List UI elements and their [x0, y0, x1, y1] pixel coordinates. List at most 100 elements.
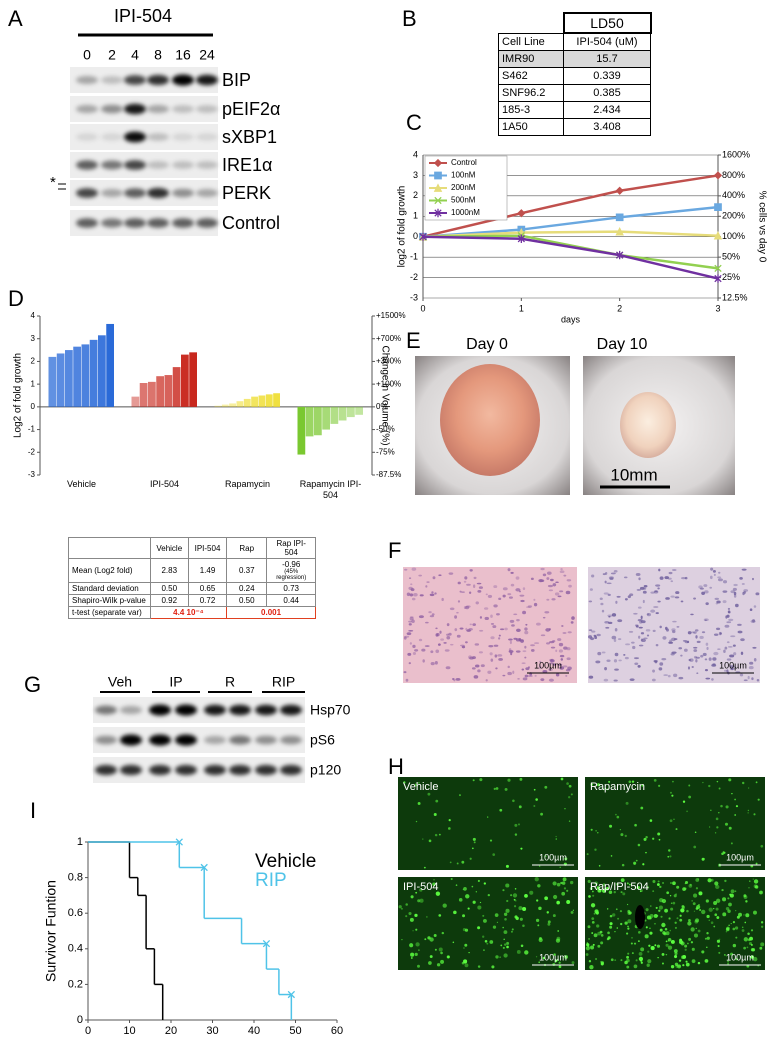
- fluorescent-cell: [753, 879, 759, 884]
- fluorescent-cell: [638, 951, 643, 956]
- bar: [56, 353, 65, 407]
- fluorescent-cell: [687, 921, 692, 926]
- fluorescent-cell: [464, 963, 469, 968]
- fluorescent-cell: [442, 903, 447, 908]
- fluorescent-cell: [718, 787, 721, 790]
- nucleus: [728, 618, 734, 622]
- y-tick-label: 1: [31, 379, 36, 388]
- fluorescent-cell: [557, 930, 560, 932]
- nucleus: [646, 613, 651, 617]
- table-cell: 0.50: [149, 582, 189, 595]
- blot-band: [172, 161, 194, 169]
- column-header: Rap IPI-504: [266, 537, 316, 559]
- nucleus: [571, 616, 575, 620]
- fluorescent-cell: [653, 778, 657, 782]
- nucleus: [460, 591, 465, 593]
- x-axis-label: days: [561, 314, 581, 324]
- fluorescent-cell: [554, 960, 558, 963]
- fluorescent-cell: [735, 909, 737, 912]
- nucleus: [638, 644, 644, 647]
- fluorescent-cell: [486, 942, 489, 945]
- fluorescent-cell: [432, 882, 436, 886]
- fluorescent-cell: [753, 813, 756, 816]
- blot-band: [255, 704, 277, 716]
- fluorescent-cell: [570, 910, 574, 914]
- nucleus: [606, 582, 612, 585]
- x-tick-label: 40: [248, 1025, 260, 1037]
- fluorescent-cell: [600, 941, 604, 945]
- fluorescent-cell: [514, 823, 518, 827]
- blot-band: [196, 218, 218, 228]
- nucleus: [473, 576, 477, 580]
- nucleus: [638, 577, 641, 581]
- x-tick-label: Vehicle: [66, 479, 97, 489]
- nucleus: [727, 607, 731, 610]
- nucleus: [425, 621, 429, 624]
- fluorescent-cell: [654, 922, 656, 925]
- fluorescent-cell: [435, 799, 439, 803]
- bar: [131, 396, 140, 407]
- x-tick-label: 0: [420, 303, 425, 313]
- fluorescent-cell: [546, 911, 549, 914]
- fluorescent-cell: [649, 931, 653, 935]
- fluorescent-cell: [736, 915, 740, 919]
- fluorescent-cell: [614, 930, 616, 933]
- nucleus: [749, 661, 754, 665]
- nucleus: [561, 624, 564, 627]
- fluorescent-cell: [405, 915, 408, 918]
- fluorescent-cell: [753, 910, 757, 915]
- fluorescent-cell: [640, 947, 645, 952]
- nucleus: [702, 652, 707, 657]
- fluorescent-cell: [556, 900, 560, 905]
- fluorescent-cell: [746, 946, 749, 949]
- fluorescent-cell: [564, 857, 568, 861]
- y-tick-label: -2: [28, 447, 36, 456]
- nucleus: [521, 668, 525, 671]
- bar: [106, 323, 114, 407]
- fluorescent-cell: [415, 820, 418, 823]
- fluorescent-cell: [717, 944, 720, 948]
- nucleus: [610, 572, 616, 575]
- nucleus: [663, 674, 668, 676]
- nucleus: [494, 654, 498, 658]
- legend-label: Control: [451, 158, 477, 167]
- fluorescent-cell: [553, 953, 556, 956]
- y2-axis-label: % cells vs day 0: [756, 191, 767, 263]
- nucleus: [539, 660, 542, 663]
- bar: [189, 352, 197, 407]
- fluorescent-cell: [646, 915, 651, 920]
- fluorescent-cell: [647, 950, 650, 953]
- fluorescent-cell: [686, 810, 688, 813]
- fluorescent-cell: [419, 898, 424, 903]
- fluorescent-cell: [674, 952, 678, 956]
- fluorescent-cell: [690, 927, 695, 932]
- group-label: IP: [169, 674, 182, 690]
- fluorescent-cell: [592, 943, 595, 946]
- nucleus: [712, 657, 717, 661]
- nucleus: [430, 650, 434, 654]
- bar: [347, 406, 355, 418]
- nucleus: [438, 574, 442, 577]
- fluorescent-cell: [635, 859, 638, 862]
- blot-band: [124, 131, 146, 143]
- fluorescent-cell: [750, 955, 754, 959]
- fluorescent-cell: [495, 787, 499, 790]
- nucleus: [643, 637, 648, 640]
- nucleus: [566, 647, 571, 651]
- nucleus: [753, 605, 757, 608]
- fluorescent-cell: [607, 931, 610, 935]
- nucleus: [640, 638, 646, 643]
- fluorescent-cell: [686, 909, 689, 913]
- blot-band: [196, 74, 218, 86]
- fluorescent-cell: [537, 884, 541, 888]
- fluorescent-cell: [652, 837, 655, 840]
- nucleus: [642, 590, 647, 594]
- y2-tick-label: +300%: [376, 357, 401, 366]
- nucleus: [498, 637, 501, 640]
- data-point: [517, 209, 526, 218]
- nucleus: [667, 577, 672, 580]
- fluorescent-cell: [745, 913, 750, 918]
- group-label: RIP: [272, 674, 295, 690]
- fluorescent-cell: [472, 900, 476, 904]
- nucleus: [756, 679, 760, 682]
